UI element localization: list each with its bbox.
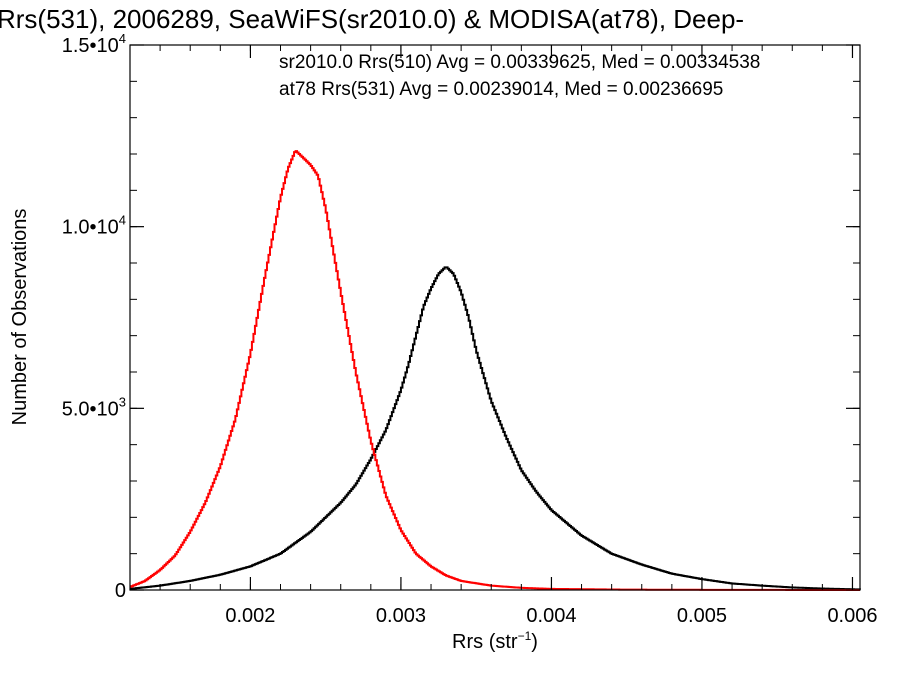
x-axis-label: Rrs (str−1) [452,629,538,653]
series-line-0 [130,266,861,591]
annotation-red: at78 Rrs(531) Avg = 0.00239014, Med = 0.… [279,79,723,100]
x-axis-label-superscript: −1 [518,629,532,643]
series-layer [130,150,861,591]
x-tick-label: 0.005 [677,605,727,627]
x-axis-label-close: ) [531,631,538,653]
chart-title: Rrs(531), 2006289, SeaWiFS(sr2010.0) & M… [0,4,744,34]
x-tick-label: 0.002 [225,605,275,627]
series-line-1 [130,150,860,591]
plot-frame [129,44,861,591]
x-tick-label: 0.006 [827,605,877,627]
y-tick-label: 1.5•104 [62,31,126,57]
annotation-black: sr2010.0 Rrs(510) Avg = 0.00339625, Med … [279,52,760,73]
x-axis-label-main: Rrs (str [452,631,518,653]
y-tick-label: 0 [115,580,126,602]
x-tick-label: 0.004 [526,605,576,627]
x-axis-ticks: 0.002 0.003 0.004 0.005 0.006 [129,45,878,627]
y-axis-ticks: 0 5.0•103 1.0•104 1.5•104 [62,31,860,602]
y-axis-label: Number of Observations [9,209,31,426]
x-tick-label: 0.003 [376,605,426,627]
y-tick-label: 5.0•103 [62,394,126,420]
y-tick-label: 1.0•104 [62,213,126,239]
